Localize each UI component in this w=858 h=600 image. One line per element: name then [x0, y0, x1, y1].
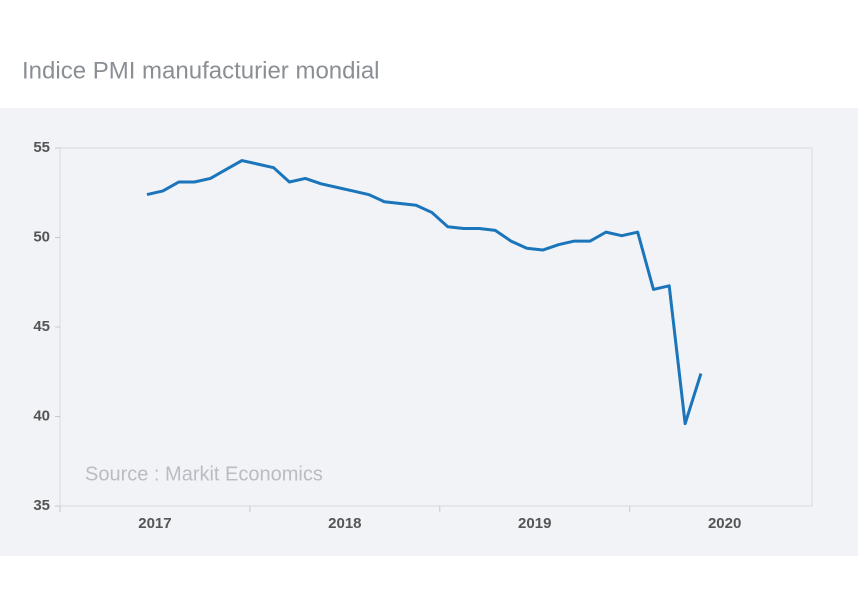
y-tick-label: 50 — [33, 228, 50, 245]
x-tick-label: 2018 — [328, 515, 361, 532]
y-tick-label: 35 — [33, 497, 50, 514]
x-tick-label: 2020 — [708, 515, 741, 532]
panel — [0, 108, 858, 556]
source-note: Source : Markit Economics — [85, 463, 323, 485]
x-tick-label: 2019 — [518, 515, 551, 532]
x-tick-label: 2017 — [138, 515, 171, 532]
line-series — [146, 159, 703, 426]
y-tick-label: 45 — [33, 318, 50, 335]
chart-title: Indice PMI manufacturier mondial — [22, 57, 380, 84]
y-tick-label: 40 — [33, 407, 50, 424]
y-tick-label: 55 — [33, 139, 50, 156]
